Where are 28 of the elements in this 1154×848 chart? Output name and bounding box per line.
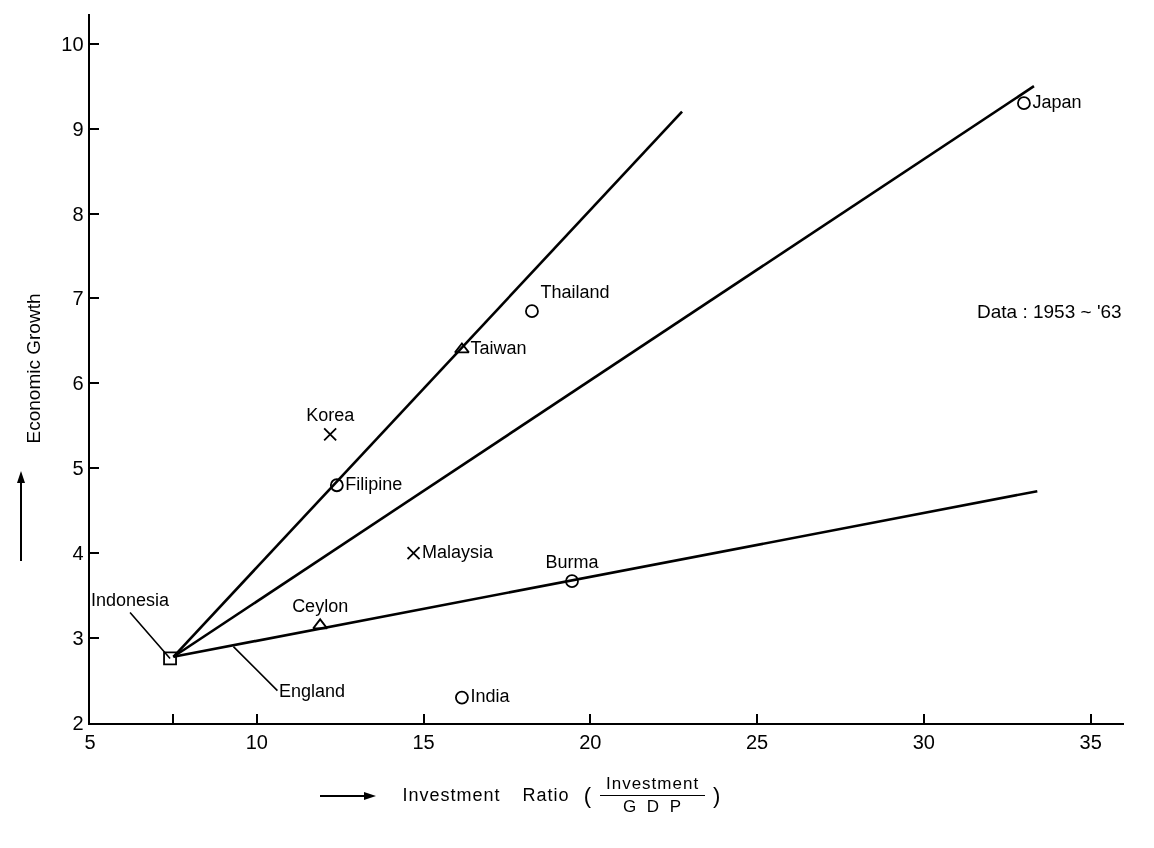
series-label: Burma — [545, 552, 600, 573]
series-label: Thailand — [540, 282, 610, 303]
y-tick-label: 5 — [72, 457, 84, 480]
series-label: India — [470, 686, 511, 707]
series-label: Japan — [1032, 91, 1082, 112]
y-tick-label: 6 — [72, 372, 84, 395]
series-label: Ceylon — [292, 596, 349, 617]
x-tick-label: 30 — [912, 731, 935, 753]
y-axis-title: Economic Growth — [22, 293, 44, 444]
y-tick-label: 3 — [72, 627, 84, 650]
series-label: Korea — [306, 405, 356, 426]
x-tick-label: 10 — [245, 731, 268, 753]
y-tick-label: 4 — [72, 542, 84, 565]
x-tick-label: 35 — [1079, 731, 1102, 753]
y-tick-label: 8 — [72, 202, 84, 225]
series-label: Taiwan — [470, 337, 527, 358]
x-tick-label: 25 — [745, 731, 769, 753]
text: Indonesia — [91, 590, 171, 610]
x-tick-label: 20 — [579, 731, 602, 753]
y-tick-label: 9 — [72, 117, 84, 140]
x-tick-label: 15 — [412, 731, 435, 753]
y-tick-label: 7 — [72, 287, 84, 310]
series-label: Malaysia — [422, 541, 495, 562]
annotation: England — [279, 681, 346, 701]
series-label: Filipine — [345, 473, 403, 494]
y-tick-label: 2 — [72, 712, 84, 734]
annotation: Data : 1953 ~ '63 — [977, 301, 1122, 322]
y-tick-label: 10 — [61, 32, 84, 55]
